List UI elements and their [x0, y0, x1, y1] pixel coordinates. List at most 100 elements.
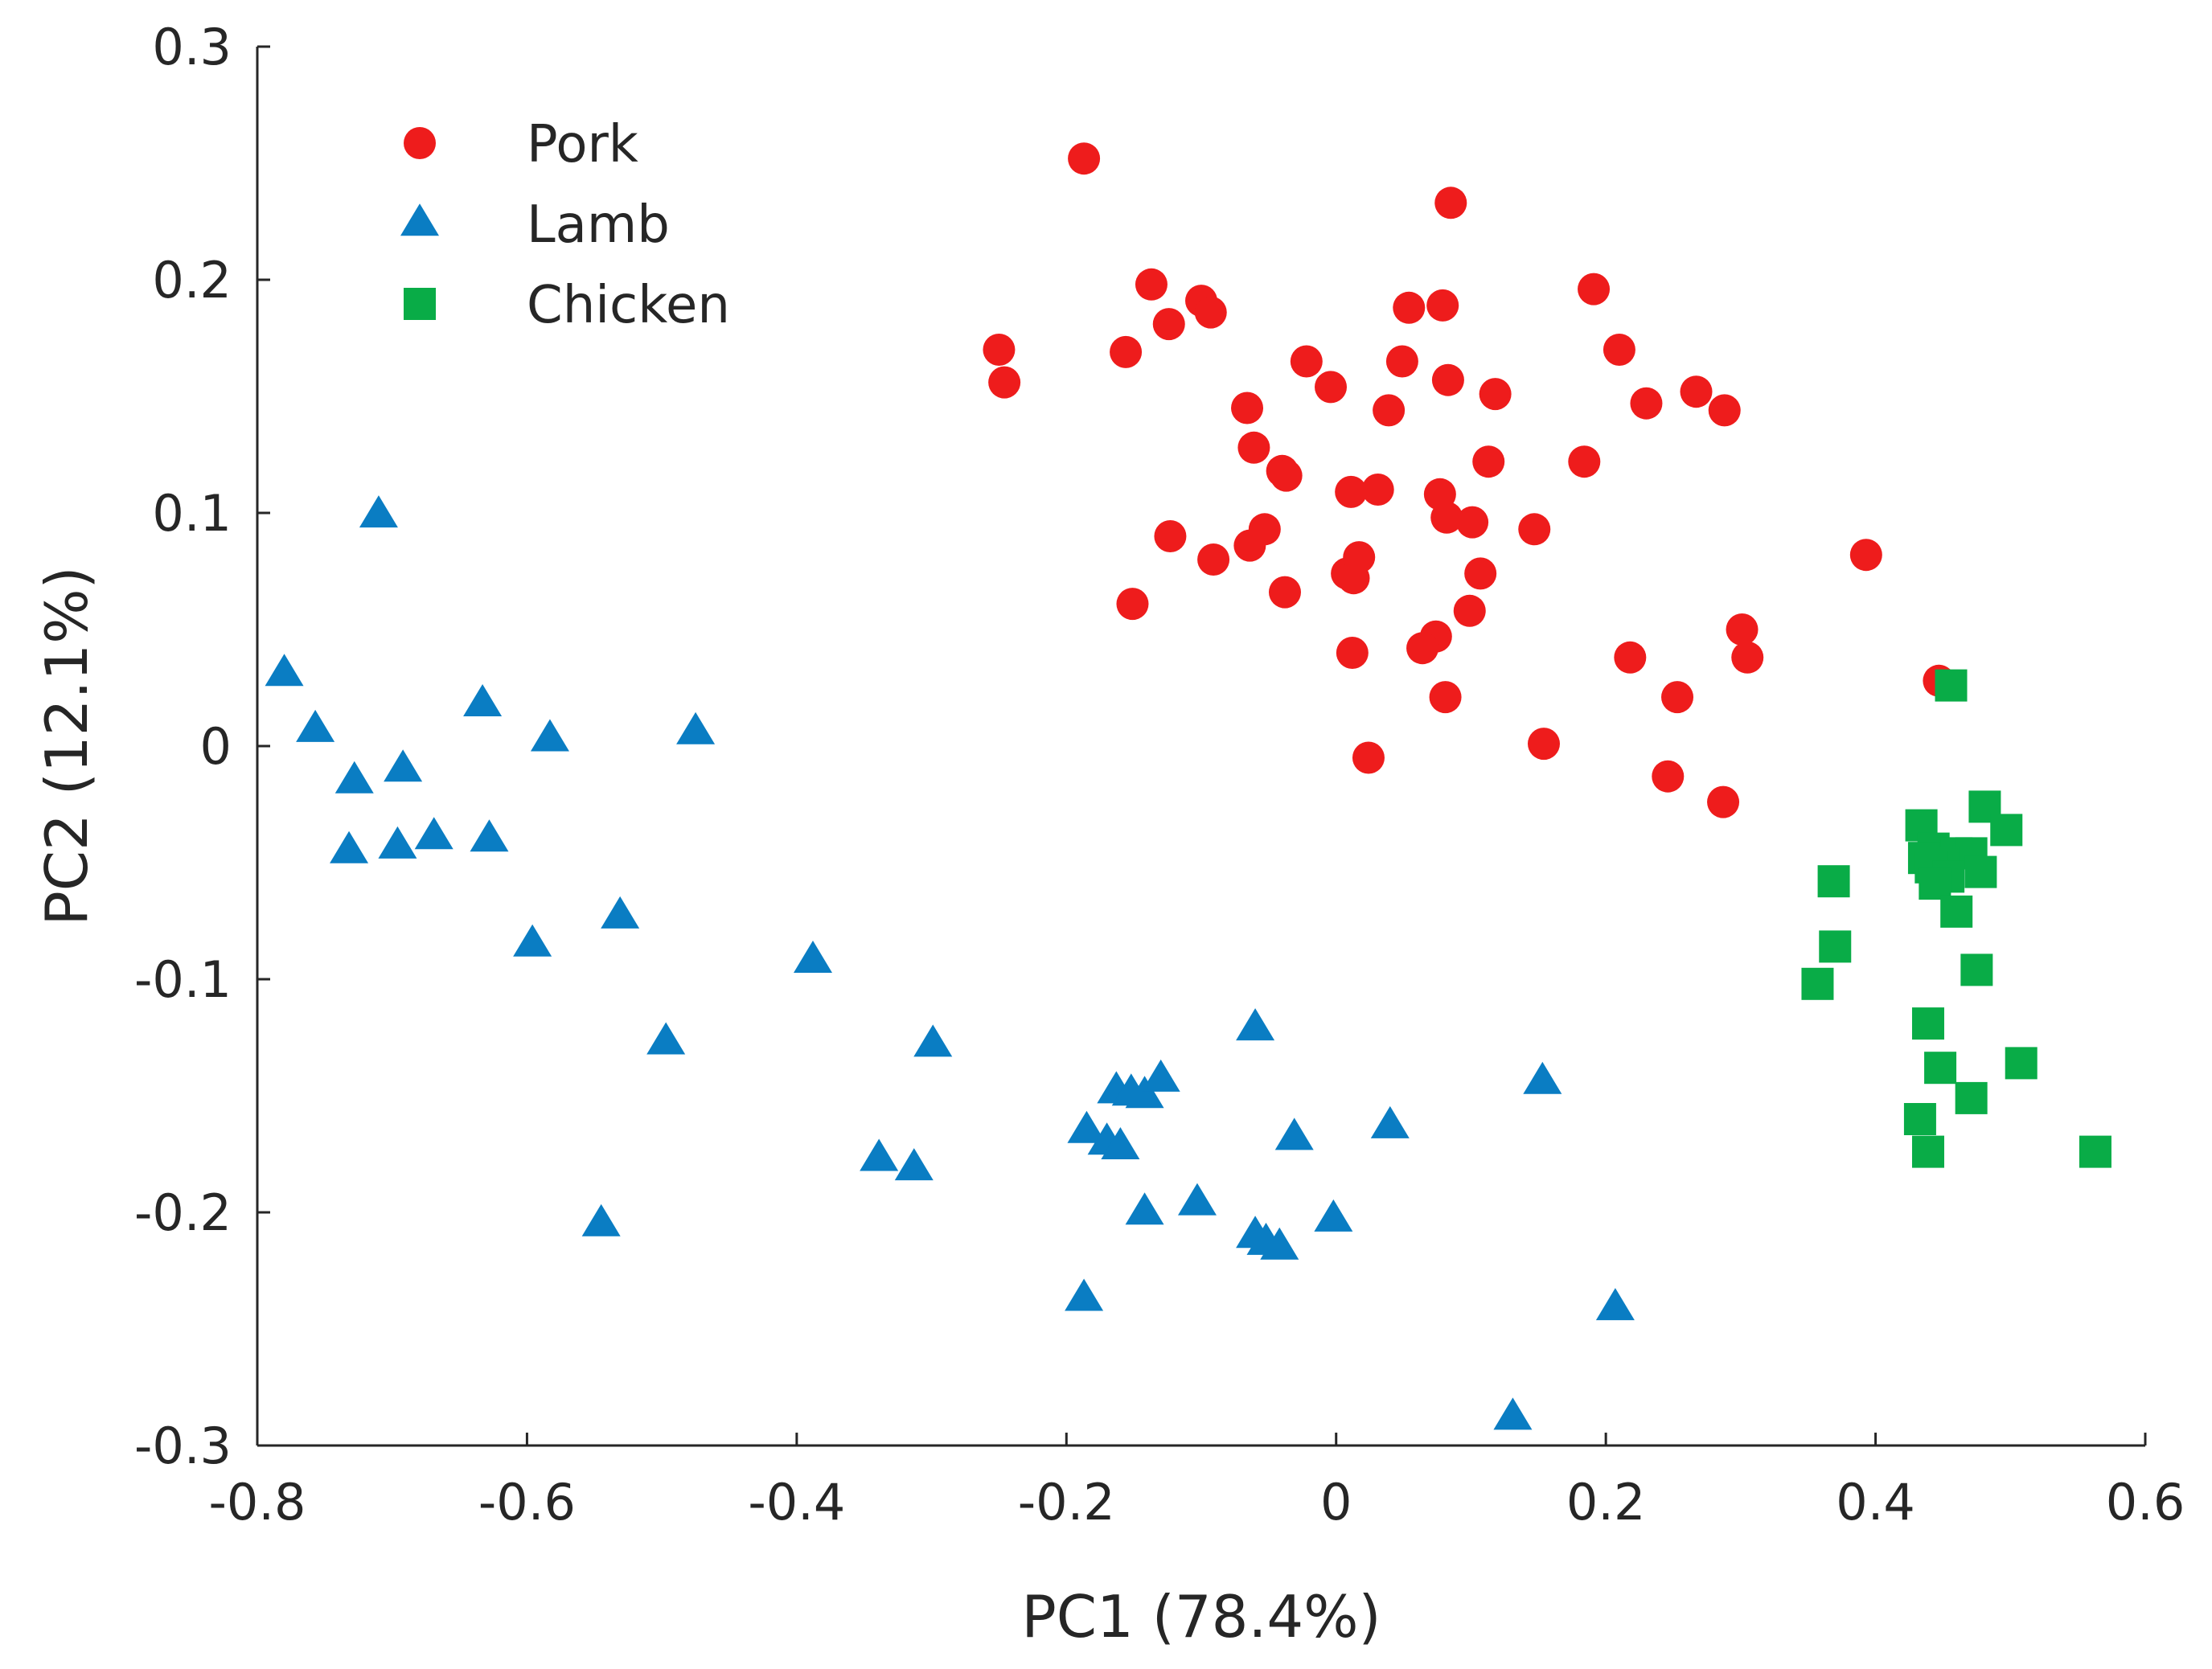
- pork-point: [1352, 741, 1385, 774]
- x-tick-label: -0.2: [1018, 1473, 1115, 1532]
- chicken-point: [1919, 867, 1951, 900]
- legend: Pork Lamb Chicken: [400, 115, 730, 335]
- lamb-point: [1260, 1227, 1299, 1260]
- pork-point: [1290, 345, 1323, 378]
- lamb-point: [414, 817, 453, 850]
- lamb-point: [1274, 1117, 1314, 1150]
- lamb-point: [894, 1148, 934, 1181]
- pork-point: [1361, 474, 1394, 506]
- pork-point: [1406, 632, 1439, 665]
- lamb-point: [359, 495, 398, 528]
- pork-point: [1430, 501, 1463, 534]
- x-ticks: -0.8 -0.6 -0.4 -0.2 0 0.2 0.4 0.6: [209, 1433, 2185, 1532]
- chicken-point: [1801, 967, 1834, 1000]
- lamb-point: [1125, 1076, 1164, 1109]
- lamb-point: [334, 761, 374, 793]
- legend-item-chicken: Chicken: [404, 276, 730, 335]
- pork-point: [1464, 557, 1497, 590]
- series-chicken: [1801, 669, 2111, 1168]
- pork-point: [1527, 728, 1560, 761]
- pork-point: [1652, 760, 1685, 793]
- lamb-point: [581, 1204, 621, 1236]
- pork-point: [1068, 142, 1101, 175]
- lamb-point: [384, 749, 423, 782]
- chicken-point: [1935, 669, 1968, 702]
- chicken-point: [1964, 855, 1997, 888]
- pork-point: [1373, 394, 1406, 427]
- chicken-point: [1911, 1135, 1944, 1168]
- x-axis-title: PC1 (78.4%): [1021, 1583, 1381, 1651]
- pork-point: [1231, 392, 1264, 424]
- pork-point: [1270, 459, 1303, 492]
- lamb-point: [330, 830, 369, 863]
- lamb-point: [601, 896, 640, 929]
- pork-point: [1393, 291, 1426, 324]
- series-pork: [983, 142, 1956, 818]
- pork-point: [1603, 334, 1635, 366]
- lamb-point: [530, 719, 569, 752]
- pork-point: [1578, 273, 1611, 306]
- chicken-point: [1990, 814, 2023, 847]
- chicken-point: [1903, 1103, 1936, 1135]
- pork-point: [1707, 785, 1740, 818]
- pork-point: [1731, 641, 1764, 674]
- x-tick-label: 0.2: [1566, 1473, 1646, 1532]
- pork-point: [988, 366, 1021, 399]
- lamb-point: [378, 826, 417, 859]
- pork-point: [1726, 613, 1759, 646]
- pork-point: [1336, 637, 1369, 669]
- lamb-point: [1067, 1110, 1106, 1143]
- x-tick-label: -0.6: [478, 1473, 576, 1532]
- legend-label: Lamb: [527, 195, 670, 255]
- data-points: [265, 142, 2111, 1430]
- lamb-point: [296, 709, 335, 742]
- x-tick-label: 0.4: [1836, 1473, 1915, 1532]
- x-tick-label: -0.4: [748, 1473, 845, 1532]
- y-tick-label: -0.2: [134, 1183, 232, 1242]
- chicken-point: [2079, 1135, 2111, 1168]
- pork-point: [1849, 539, 1882, 572]
- lamb-point: [793, 941, 832, 973]
- lamb-point: [265, 654, 304, 687]
- lamb-point: [1493, 1397, 1533, 1430]
- pork-point: [1194, 296, 1227, 329]
- y-tick-label: 0.1: [152, 484, 232, 543]
- lamb-point: [1177, 1183, 1217, 1216]
- pork-point: [1385, 345, 1418, 378]
- lamb-point: [676, 711, 716, 744]
- pork-point: [1268, 576, 1301, 609]
- pork-point: [1708, 394, 1741, 427]
- pork-point: [983, 334, 1016, 366]
- pork-point: [1315, 371, 1348, 404]
- chicken-point: [1911, 1007, 1944, 1040]
- lamb-point: [470, 819, 509, 852]
- series-lamb: [265, 495, 1635, 1430]
- legend-item-lamb: Lamb: [400, 195, 670, 255]
- pork-point: [1152, 308, 1185, 341]
- pork-point: [1661, 681, 1694, 714]
- chicken-point: [2005, 1047, 2038, 1080]
- pork-point: [1154, 520, 1187, 552]
- pork-point: [1337, 562, 1370, 595]
- y-axis-title: PC2 (12.1%): [33, 566, 101, 925]
- y-tick-label: 0: [200, 717, 232, 776]
- x-tick-label: 0: [1320, 1473, 1352, 1532]
- lamb-point: [1314, 1199, 1353, 1232]
- pork-point: [1479, 378, 1512, 411]
- y-tick-label: -0.3: [134, 1417, 232, 1475]
- legend-marker-circle: [404, 127, 436, 159]
- pork-point: [1429, 681, 1462, 714]
- pork-point: [1614, 641, 1647, 674]
- pork-point: [1518, 513, 1551, 546]
- pork-point: [1426, 289, 1459, 322]
- pork-point: [1197, 543, 1230, 576]
- lamb-point: [1141, 1059, 1180, 1092]
- x-tick-label: 0.6: [2106, 1473, 2185, 1532]
- lamb-point: [1065, 1278, 1104, 1311]
- y-tick-label: 0.3: [152, 18, 232, 76]
- pork-point: [1233, 529, 1266, 562]
- pork-point: [1434, 187, 1467, 219]
- pork-point: [1335, 475, 1368, 508]
- legend-marker-triangle: [400, 203, 439, 236]
- pork-point: [1116, 588, 1149, 621]
